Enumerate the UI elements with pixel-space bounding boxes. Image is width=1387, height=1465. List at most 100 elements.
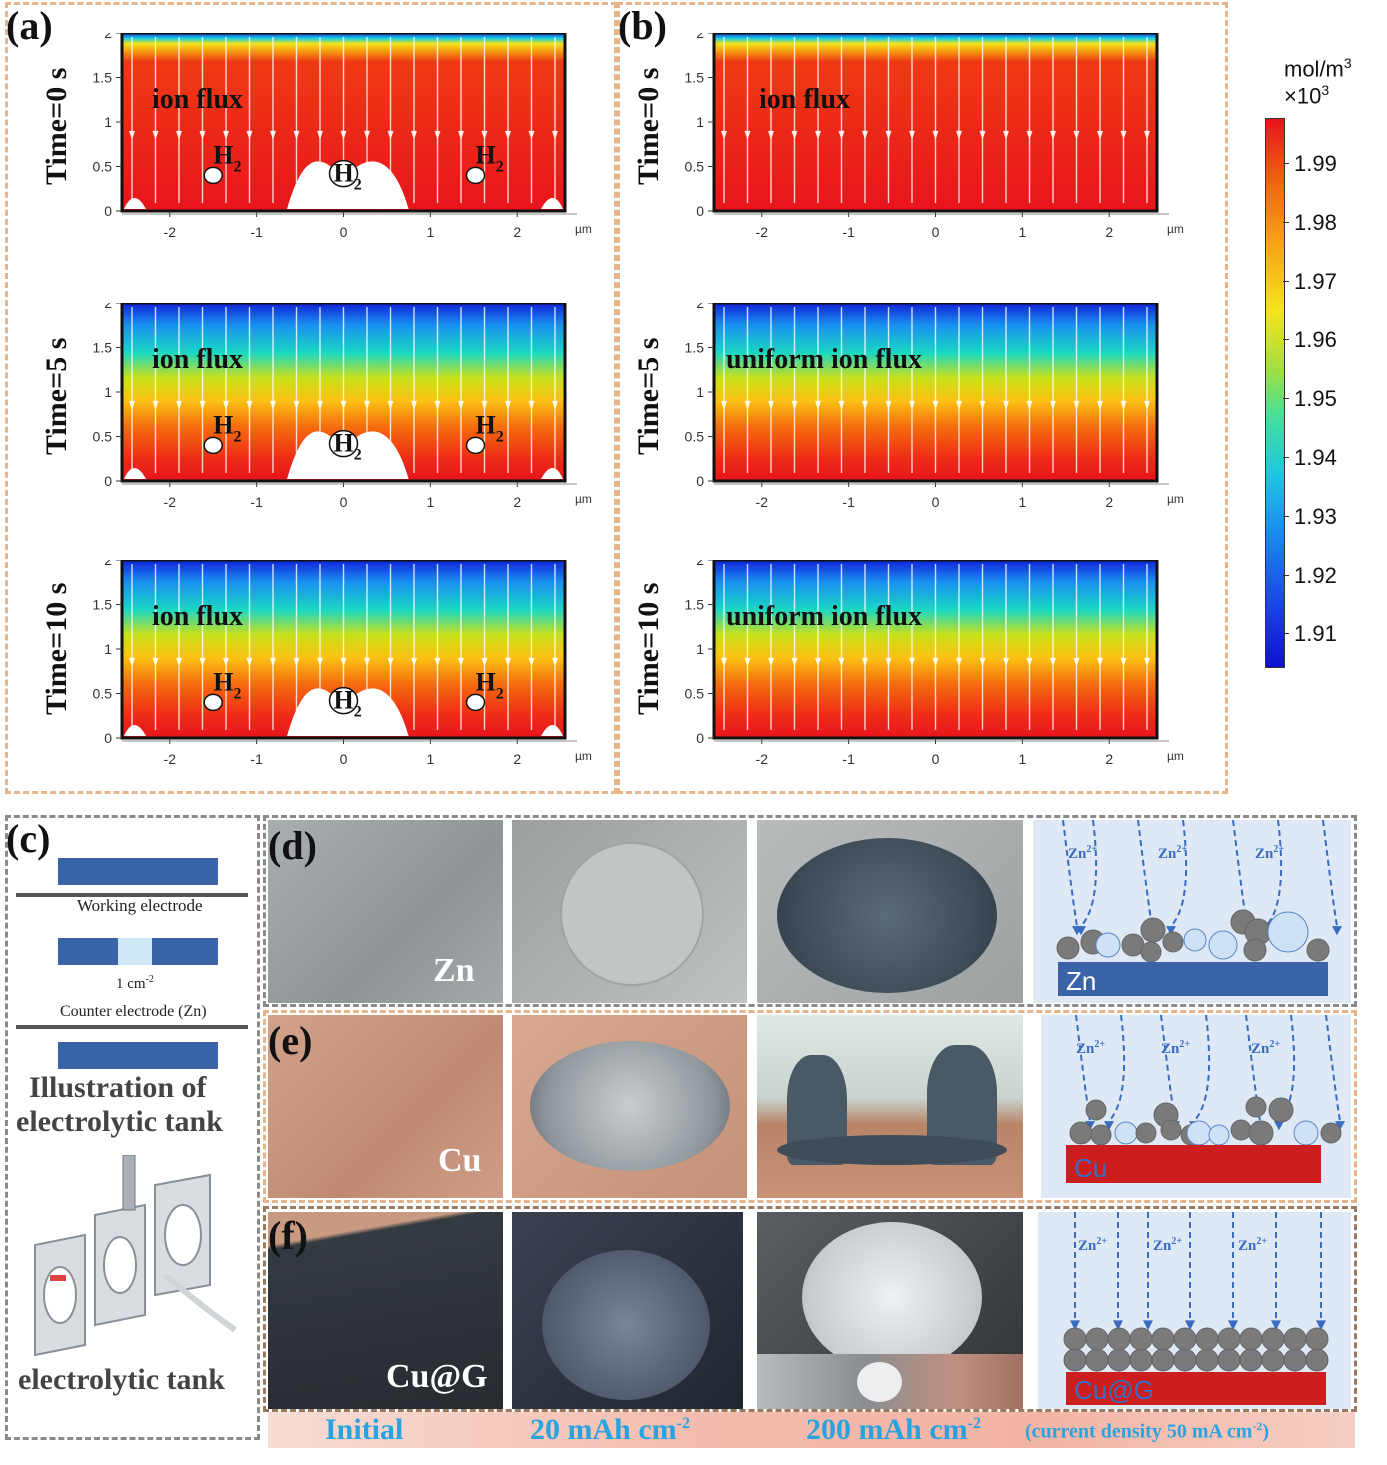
- svg-text:-2: -2: [756, 751, 769, 767]
- svg-text:uniform ion flux: uniform ion flux: [726, 344, 922, 375]
- panel-b-frame: [617, 2, 1228, 794]
- label-200-mah: 200 mAh cm-2: [806, 1413, 981, 1446]
- photo-zn-initial: [268, 820, 503, 1003]
- svg-text:1.5: 1.5: [685, 340, 705, 356]
- colorbar-tick-label: 1.94: [1294, 445, 1337, 470]
- photo-cu-200: [757, 1015, 1023, 1198]
- svg-text:0: 0: [340, 494, 348, 510]
- svg-text:0: 0: [932, 751, 940, 767]
- photo-cug-initial: [268, 1212, 503, 1409]
- svg-text:0: 0: [340, 224, 348, 240]
- svg-text:ion flux: ion flux: [152, 84, 243, 115]
- counter-electrode-line: [16, 1025, 248, 1029]
- svg-text:-2: -2: [756, 494, 769, 510]
- colorbar-tick-label: 1.93: [1294, 503, 1337, 529]
- svg-text:2: 2: [696, 33, 704, 41]
- svg-text:0: 0: [932, 224, 940, 240]
- svg-text:1: 1: [426, 751, 434, 767]
- colorbar-tick-mark: [1283, 163, 1289, 164]
- colorbar-tick-label: 1.91: [1294, 621, 1337, 647]
- sim-plot-b-2: uniform ion flux 0 0.5 1 1.5 2 -2 -1 0 1 2 µm: [685, 560, 1184, 767]
- colorbar-tick-mark: [1283, 280, 1289, 282]
- svg-text:0: 0: [696, 730, 704, 746]
- svg-text:µm: µm: [1167, 222, 1184, 236]
- svg-text:µm: µm: [575, 222, 592, 236]
- schematic-zn-drawing: Zn2+ Zn2+ Zn2+ Zn: [1056, 820, 1342, 996]
- svg-text:1: 1: [696, 384, 704, 400]
- svg-text:ion flux: ion flux: [152, 601, 243, 632]
- svg-text:-1: -1: [842, 751, 855, 767]
- svg-text:2: 2: [104, 560, 112, 568]
- svg-text:0.5: 0.5: [685, 686, 705, 702]
- time-label-a-2: Time=10 s: [40, 582, 73, 715]
- panel-d-letter: (d): [268, 823, 317, 868]
- svg-text:1: 1: [104, 384, 112, 400]
- svg-text:0: 0: [104, 473, 112, 489]
- panel-b-letter: (b): [618, 3, 667, 48]
- illustration-title-line2: electrolytic tank: [16, 1105, 223, 1138]
- svg-text:Zn2+: Zn2+: [1161, 1039, 1190, 1057]
- photo-cug-200-inset: [757, 1354, 1023, 1409]
- photo-zn-20: [512, 820, 747, 1003]
- svg-text:0: 0: [932, 494, 940, 510]
- svg-text:1.5: 1.5: [685, 597, 705, 613]
- svg-text:1: 1: [1018, 494, 1026, 510]
- svg-text:1: 1: [426, 494, 434, 510]
- svg-text:0.5: 0.5: [685, 429, 705, 445]
- svg-text:Cu@G: Cu@G: [1074, 1375, 1154, 1405]
- colorbar-tick-label: 1.95: [1294, 386, 1337, 412]
- svg-text:0: 0: [696, 203, 704, 219]
- svg-text:0: 0: [340, 751, 348, 767]
- schematic-cug-drawing: Zn2+ Zn2+ Zn2+ Cu@G: [1063, 1212, 1329, 1405]
- svg-text:uniform ion flux: uniform ion flux: [726, 601, 922, 632]
- svg-text:0.5: 0.5: [93, 159, 113, 175]
- area-window: [118, 938, 152, 965]
- svg-text:1: 1: [696, 641, 704, 657]
- svg-text:-1: -1: [250, 224, 263, 240]
- panel-a-letter: (a): [6, 3, 53, 48]
- svg-text:Zn2+: Zn2+: [1251, 1039, 1280, 1057]
- colorbar-tick-mark: [1283, 339, 1289, 341]
- colorbar-multiplier: ×103: [1284, 82, 1330, 109]
- svg-text:ion flux: ion flux: [152, 344, 243, 375]
- counter-electrode-label: Counter electrode (Zn): [60, 1003, 207, 1020]
- svg-text:2: 2: [513, 494, 521, 510]
- svg-text:2: 2: [104, 303, 112, 311]
- svg-text:Zn: Zn: [1066, 966, 1096, 996]
- area-label: 1 cm-2: [116, 974, 154, 992]
- label-20-mah: 20 mAh cm-2: [530, 1413, 690, 1446]
- svg-text:µm: µm: [575, 749, 592, 763]
- svg-text:1: 1: [696, 114, 704, 130]
- time-label-b-1: Time=5 s: [632, 337, 665, 455]
- tank-caption: electrolytic tank: [18, 1363, 225, 1396]
- label-zn: Zn: [433, 952, 475, 989]
- colorbar-tick-mark: [1283, 221, 1289, 223]
- photo-cu-20: [512, 1015, 747, 1198]
- bottom-electrode-plate: [58, 1042, 218, 1069]
- panel-f-frame: [263, 1206, 1357, 1412]
- colorbar-tick-label: 1.98: [1294, 209, 1337, 235]
- svg-text:2: 2: [513, 751, 521, 767]
- svg-text:0: 0: [696, 473, 704, 489]
- svg-text:1: 1: [104, 114, 112, 130]
- svg-text:1: 1: [1018, 751, 1026, 767]
- working-electrode-label: Working electrode: [77, 896, 203, 915]
- svg-text:Zn2+: Zn2+: [1158, 844, 1187, 862]
- electrolytic-tank-drawing: [34, 1155, 237, 1357]
- svg-text:Zn2+: Zn2+: [1153, 1236, 1182, 1254]
- svg-text:2: 2: [1105, 751, 1113, 767]
- svg-text:µm: µm: [1167, 749, 1184, 763]
- panel-f-letter: (f): [268, 1213, 308, 1258]
- time-label-b-2: Time=10 s: [632, 582, 665, 715]
- sim-plot-b-1: uniform ion flux 0 0.5 1 1.5 2 -2 -1 0 1 2 µm: [685, 303, 1184, 510]
- svg-text:1.5: 1.5: [93, 340, 113, 356]
- svg-text:2: 2: [1105, 224, 1113, 240]
- illustration-title-line1: Illustration of: [29, 1071, 207, 1104]
- colorbar-tick-label: 1.96: [1294, 327, 1337, 353]
- photo-cug-20: [512, 1212, 743, 1409]
- schematic-cu-drawing: Zn2+ Zn2+ Zn2+ Cu: [1066, 1015, 1345, 1183]
- svg-text:1: 1: [1018, 224, 1026, 240]
- working-electrode-line: [16, 893, 248, 897]
